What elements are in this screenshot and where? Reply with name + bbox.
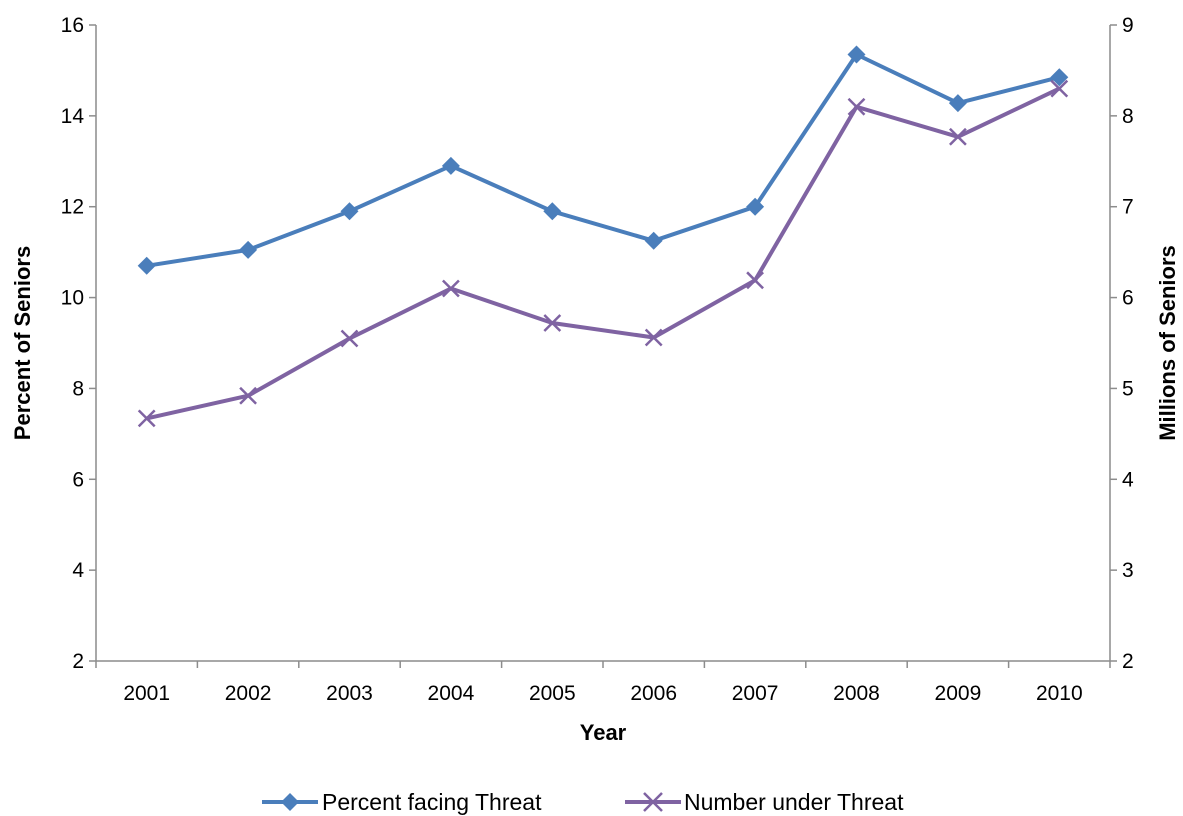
- x-tick-label: 2003: [326, 682, 373, 705]
- data-point-percent: [239, 240, 258, 259]
- x-tick-label: 2001: [123, 682, 170, 705]
- left-y-ticks: 2 4 6 8 10 12 14 16: [61, 14, 96, 673]
- data-point-percent: [543, 202, 562, 221]
- axes: [95, 25, 1111, 662]
- data-point-percent: [441, 156, 460, 175]
- right-tick-label: 3: [1122, 559, 1134, 582]
- data-point-number: [442, 279, 460, 298]
- series-line-percent: [146, 52, 1060, 268]
- series-line-number: [146, 86, 1061, 421]
- data-point-percent: [340, 202, 359, 221]
- data-point-percent: [948, 94, 967, 113]
- legend-label-number: Number under Threat: [684, 789, 904, 815]
- legend-label-percent: Percent facing Threat: [322, 789, 542, 815]
- data-point-number: [847, 97, 866, 116]
- x-ticks: 2001 2002 2003 2004 2005 2006 2007 2008 2009 2010: [95, 661, 1111, 705]
- left-tick-label: 10: [61, 287, 84, 310]
- x-tick-label: 2008: [833, 682, 880, 705]
- left-y-axis-title: Percent of Seniors: [10, 246, 35, 440]
- data-point-number: [239, 386, 257, 405]
- data-point-percent: [644, 231, 663, 250]
- data-point-percent: [137, 256, 156, 275]
- data-point-percent: [746, 197, 765, 216]
- legend: Percent facing Threat Number under Threa…: [262, 789, 904, 815]
- left-tick-label: 2: [72, 650, 84, 673]
- data-point-number: [543, 314, 562, 332]
- x-tick-label: 2007: [732, 682, 779, 705]
- legend-marker-percent: [281, 793, 299, 811]
- left-tick-label: 4: [72, 559, 84, 582]
- legend-item-number: Number under Threat: [625, 789, 904, 815]
- legend-marker-number: [643, 792, 663, 812]
- left-tick-label: 12: [61, 196, 84, 219]
- data-point-number: [644, 328, 663, 347]
- right-tick-label: 7: [1122, 196, 1134, 219]
- left-tick-label: 14: [61, 105, 85, 128]
- right-y-ticks: 2 3 4 5 6 7 8 9: [1110, 14, 1134, 673]
- data-point-percent: [1050, 68, 1069, 87]
- left-tick-label: 6: [72, 468, 84, 491]
- x-tick-label: 2006: [630, 682, 677, 705]
- right-tick-label: 2: [1122, 650, 1134, 673]
- right-tick-label: 8: [1122, 105, 1134, 128]
- x-tick-label: 2005: [529, 682, 576, 705]
- right-y-axis-title: Millions of Seniors: [1155, 245, 1180, 441]
- left-tick-label: 16: [61, 14, 84, 37]
- x-tick-label: 2004: [428, 682, 475, 705]
- x-tick-label: 2009: [935, 682, 982, 705]
- x-tick-label: 2010: [1036, 682, 1083, 705]
- data-point-number: [340, 329, 359, 348]
- legend-item-percent: Percent facing Threat: [262, 789, 542, 815]
- x-axis-title: Year: [580, 720, 627, 745]
- data-point-number: [949, 127, 967, 146]
- left-tick-label: 8: [72, 377, 84, 400]
- data-point-number: [137, 409, 156, 428]
- data-point-percent: [847, 45, 866, 64]
- right-tick-label: 5: [1122, 377, 1134, 400]
- right-tick-label: 4: [1122, 468, 1134, 491]
- data-point-number: [746, 271, 764, 290]
- series-layer: [137, 45, 1069, 428]
- data-point-number: [1050, 79, 1069, 98]
- right-tick-label: 9: [1122, 14, 1134, 37]
- x-tick-label: 2002: [225, 682, 272, 705]
- right-tick-label: 6: [1122, 287, 1134, 310]
